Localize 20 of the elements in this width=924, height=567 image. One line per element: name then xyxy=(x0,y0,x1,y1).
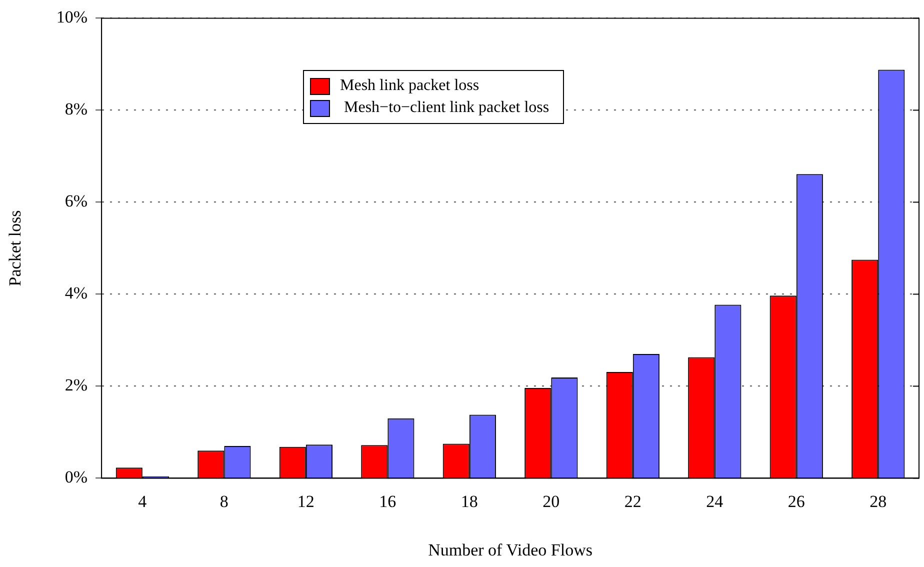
x-tick-label: 20 xyxy=(542,492,560,511)
y-axis-title: Packet loss xyxy=(6,210,25,286)
y-tick-label: 2% xyxy=(64,376,88,395)
x-tick-label: 26 xyxy=(788,492,805,511)
x-tick-label: 12 xyxy=(297,492,314,511)
legend-label: Mesh link packet loss xyxy=(340,76,480,96)
x-tick-label: 8 xyxy=(220,492,228,511)
x-tick-label: 28 xyxy=(870,492,887,511)
x-tick-label: 22 xyxy=(624,492,642,511)
x-axis-title: Number of Video Flows xyxy=(428,540,592,560)
x-tick-label: 16 xyxy=(379,492,396,511)
x-tick-label: 4 xyxy=(138,492,148,511)
y-tick-label: 0% xyxy=(64,468,88,487)
legend-label: Mesh−to−client link packet loss xyxy=(343,98,550,118)
x-tick-label: 18 xyxy=(460,492,478,511)
y-tick-label: 10% xyxy=(56,8,88,27)
x-tick-label: 24 xyxy=(706,492,724,511)
y-tick-label: 4% xyxy=(64,284,88,303)
y-tick-label: 6% xyxy=(64,192,88,211)
y-tick-label: 8% xyxy=(64,100,88,119)
